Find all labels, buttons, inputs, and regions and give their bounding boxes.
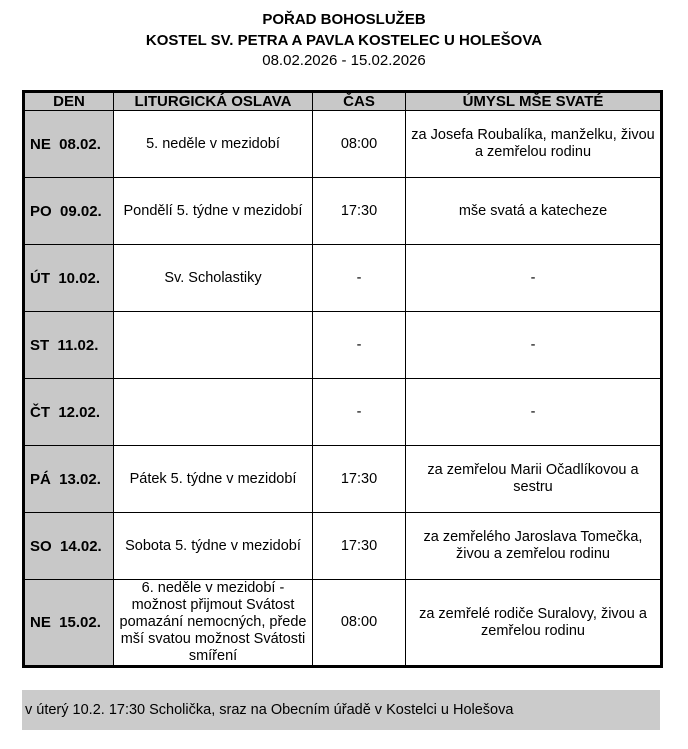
day-cell: PÁ 13.02. — [23, 445, 114, 513]
column-header-celebration: LITURGICKÁ OSLAVA — [113, 91, 313, 111]
intention-cell: - — [405, 244, 662, 312]
day-cell: PO 09.02. — [23, 177, 114, 245]
announcement-note: v úterý 10.2. 17:30 Scholička, sraz na O… — [22, 690, 660, 730]
time-cell: 08:00 — [312, 110, 406, 178]
date-range: 08.02.2026 - 15.02.2026 — [262, 52, 426, 69]
day-cell: NE 15.02. — [23, 579, 114, 667]
table-row: ÚT 10.02. Sv. Scholastiky - - — [23, 244, 662, 312]
day-cell: ČT 12.02. — [23, 378, 114, 446]
time-cell: - — [312, 244, 406, 312]
church-name: KOSTEL SV. PETRA A PAVLA KOSTELEC U HOLE… — [145, 32, 543, 49]
celebration-cell: Sobota 5. týdne v mezidobí — [113, 512, 313, 580]
intention-cell: za zemřelé rodiče Suralovy, živou a zemř… — [405, 579, 662, 667]
intention-cell: - — [405, 378, 662, 446]
intention-cell: za Josefa Roubalíka, manželku, živou a z… — [405, 110, 662, 178]
day-cell: SO 14.02. — [23, 512, 114, 580]
celebration-cell: 5. neděle v mezidobí — [113, 110, 313, 178]
intention-cell: - — [405, 311, 662, 379]
column-header-day: DEN — [23, 91, 114, 111]
celebration-cell — [113, 311, 313, 379]
celebration-cell: Pátek 5. týdne v mezidobí — [113, 445, 313, 513]
table-row: ČT 12.02. - - — [23, 378, 662, 446]
time-cell: - — [312, 311, 406, 379]
table-row: PO 09.02. Pondělí 5. týdne v mezidobí 17:3… — [23, 177, 662, 245]
time-cell: 17:30 — [312, 445, 406, 513]
time-cell: 17:30 — [312, 177, 406, 245]
day-cell: ST 11.02. — [23, 311, 114, 379]
time-cell: 17:30 — [312, 512, 406, 580]
celebration-cell: Pondělí 5. týdne v mezidobí — [113, 177, 313, 245]
table-row: SO 14.02. Sobota 5. týdne v mezidobí 17:30… — [23, 512, 662, 580]
column-header-time: ČAS — [312, 91, 406, 111]
celebration-cell — [113, 378, 313, 446]
column-header-intention: ÚMYSL MŠE SVATÉ — [405, 91, 662, 111]
day-cell: NE 08.02. — [23, 110, 114, 178]
celebration-cell: Sv. Scholastiky — [113, 244, 313, 312]
intention-cell: mše svatá a katecheze — [405, 177, 662, 245]
time-cell: 08:00 — [312, 579, 406, 667]
table-header-row: DEN LITURGICKÁ OSLAVA ČAS ÚMYSL MŠE SVAT… — [23, 91, 662, 111]
day-cell: ÚT 10.02. — [23, 244, 114, 312]
table-row: PÁ 13.02. Pátek 5. týdne v mezidobí 17:30 z… — [23, 445, 662, 513]
schedule-table: DEN LITURGICKÁ OSLAVA ČAS ÚMYSL MŠE SVAT… — [22, 90, 663, 668]
intention-cell: za zemřelou Marii Očadlíkovou a sestru — [405, 445, 662, 513]
table-row: NE 15.02. 6. neděle v mezidobí - možnost … — [23, 579, 662, 667]
table-row: ST 11.02. - - — [23, 311, 662, 379]
celebration-cell: 6. neděle v mezidobí - možnost přijmout … — [113, 579, 313, 667]
document-title: POŘAD BOHOSLUŽEB — [262, 11, 426, 28]
table-row: NE 08.02. 5. neděle v mezidobí 08:00 za Jos… — [23, 110, 662, 178]
intention-cell: za zemřelého Jaroslava Tomečka, živou a … — [405, 512, 662, 580]
time-cell: - — [312, 378, 406, 446]
